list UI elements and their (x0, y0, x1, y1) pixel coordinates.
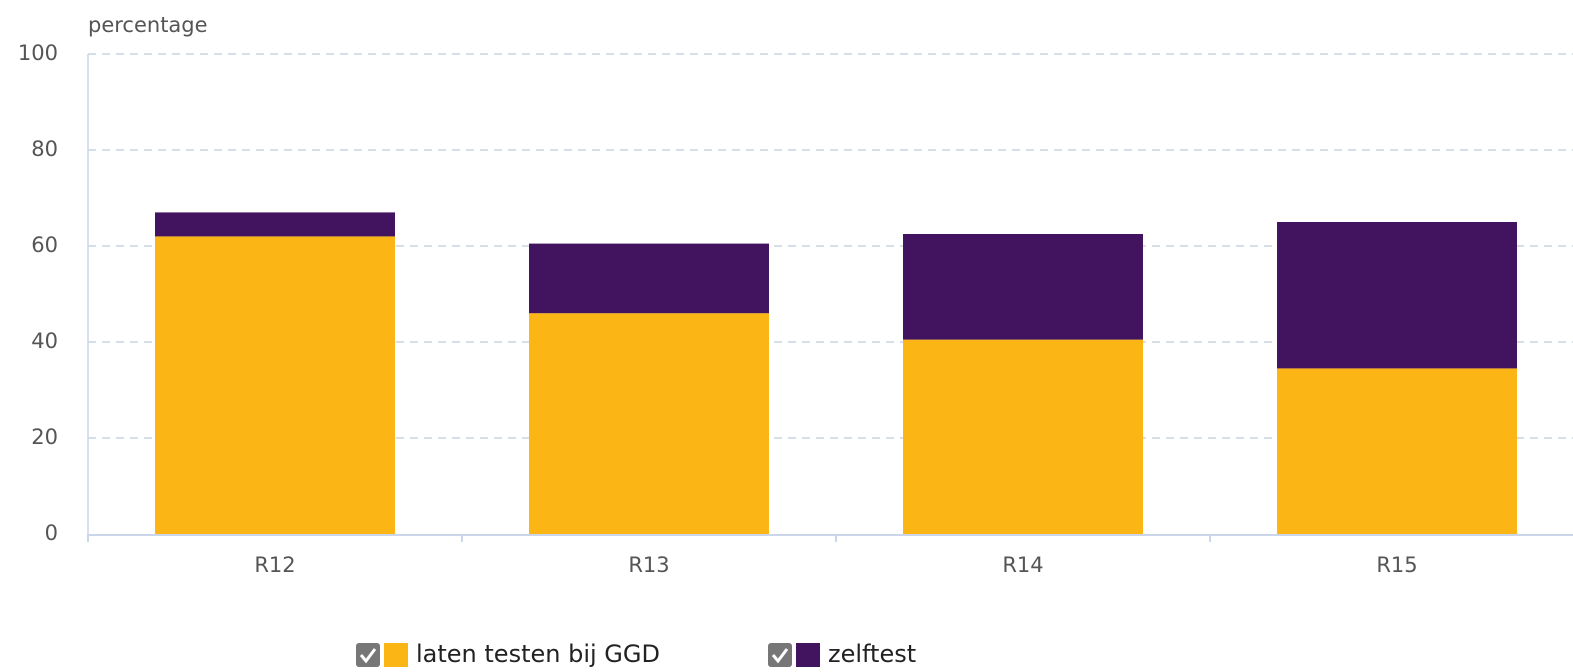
checkmark (771, 648, 789, 664)
bar-segment (155, 212, 395, 237)
legend: laten testen bij GGD zelftest (356, 640, 916, 668)
legend-label: zelftest (828, 640, 916, 668)
x-tick-label: R13 (628, 553, 669, 577)
y-tick-label: 40 (31, 329, 58, 353)
bar-segment (155, 236, 395, 534)
x-tick-label: R15 (1376, 553, 1417, 577)
y-tick-label: 60 (31, 233, 58, 257)
y-tick-label: 80 (31, 137, 58, 161)
legend-checkbox[interactable] (356, 643, 380, 667)
bar-segment (1277, 222, 1517, 369)
bar-segment (903, 234, 1143, 340)
legend-swatch (796, 643, 820, 667)
legend-checkbox[interactable] (768, 643, 792, 667)
legend-label: laten testen bij GGD (416, 640, 660, 668)
bar-segment (529, 243, 769, 314)
checkmark (359, 648, 377, 664)
legend-swatch (384, 643, 408, 667)
y-axis-label: percentage (88, 13, 208, 37)
x-tick-label: R12 (254, 553, 295, 577)
bar-segment (529, 313, 769, 534)
bar-segment (903, 339, 1143, 534)
x-tick-label: R14 (1002, 553, 1043, 577)
y-tick-label: 20 (31, 425, 58, 449)
y-tick-label: 0 (45, 521, 58, 545)
bar-segment (1277, 368, 1517, 534)
y-tick-label: 100 (18, 41, 58, 65)
